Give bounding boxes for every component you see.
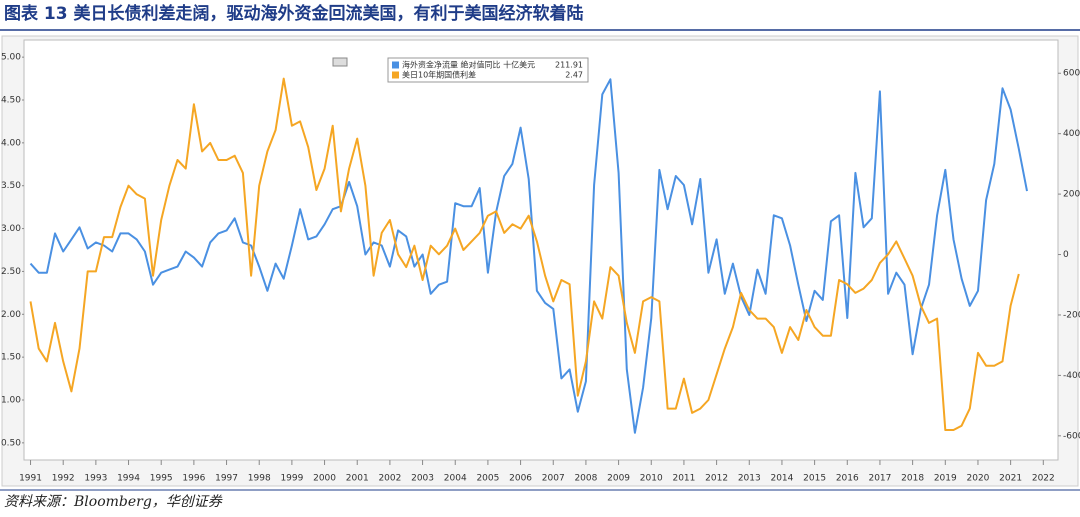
- x-tick-label: 2018: [901, 474, 924, 484]
- x-tick-label: 2005: [476, 474, 499, 484]
- legend-label: 海外资金净流量 絶对值同比 十亿美元: [402, 60, 535, 70]
- y-tick-label: 1.50: [1, 353, 21, 363]
- y-tick-label: 1.00: [1, 396, 21, 406]
- x-tick-label: 2004: [444, 474, 467, 484]
- y-tick-label: 4.50: [1, 96, 21, 106]
- x-tick-label: 1992: [52, 474, 75, 484]
- y2-tick-label: -200: [1063, 310, 1080, 320]
- legend-swatch: [392, 71, 399, 79]
- x-tick-label: 2022: [1032, 474, 1055, 484]
- series-line: [29, 77, 1020, 431]
- x-tick-label: 2009: [607, 474, 630, 484]
- x-tick-label: 2006: [509, 474, 532, 484]
- x-tick-label: 2012: [705, 474, 728, 484]
- legend-swatch: [392, 61, 399, 69]
- x-tick-label: 2020: [967, 474, 990, 484]
- y2-tick-label: 400: [1063, 129, 1080, 139]
- y-tick-label: 2.50: [1, 267, 21, 277]
- x-tick-label: 2017: [868, 474, 891, 484]
- x-tick-label: 2011: [672, 474, 695, 484]
- plot-area: [23, 39, 1059, 461]
- x-tick-label: 2000: [313, 474, 336, 484]
- x-tick-label: 1998: [248, 474, 271, 484]
- y2-tick-label: 200: [1063, 190, 1080, 200]
- y-tick-label: 2.00: [1, 310, 21, 320]
- x-tick-label: 2013: [738, 474, 761, 484]
- y2-tick-label: 600: [1063, 69, 1080, 79]
- x-tick-label: 2019: [934, 474, 957, 484]
- y-tick-label: 0.50: [1, 438, 21, 448]
- x-tick-label: 1999: [280, 474, 303, 484]
- x-tick-label: 2008: [574, 474, 597, 484]
- source: 资料来源：Bloomberg，华创证券: [4, 494, 223, 510]
- x-tick-label: 2015: [803, 474, 826, 484]
- legend-value: 2.47: [565, 71, 583, 80]
- x-tick-label: 1991: [19, 474, 42, 484]
- x-tick-label: 1993: [84, 474, 107, 484]
- x-tick-label: 2001: [346, 474, 369, 484]
- y-tick-label: 3.50: [1, 181, 21, 191]
- x-tick-label: 2010: [640, 474, 663, 484]
- y2-tick-label: -400: [1063, 371, 1080, 381]
- y-tick-label: 3.00: [1, 224, 21, 234]
- x-tick-label: 1997: [215, 474, 238, 484]
- x-tick-label: 2016: [836, 474, 859, 484]
- x-tick-label: 2002: [378, 474, 401, 484]
- x-tick-label: 2003: [411, 474, 434, 484]
- y2-tick-label: -600: [1063, 431, 1080, 441]
- toolbar-icon: [332, 57, 348, 67]
- series-line: [29, 78, 1028, 434]
- x-tick-label: 1995: [150, 474, 173, 484]
- y-tick-label: 4.00: [1, 138, 21, 148]
- y-tick-label: 5.00: [1, 53, 21, 63]
- x-tick-label: 2014: [770, 474, 793, 484]
- legend-label: 美日10年期国债利差: [402, 70, 476, 80]
- x-tick-label: 2021: [999, 474, 1022, 484]
- x-tick-label: 1994: [117, 474, 140, 484]
- legend-value: 211.91: [555, 61, 583, 70]
- legend: [387, 57, 589, 83]
- y2-tick-label: 0: [1063, 250, 1069, 260]
- chart-title: 图表 13 美日长债利差走阔，驱动海外资金回流美国，有利于美国经济软着陆: [4, 3, 584, 24]
- x-tick-label: 2007: [542, 474, 565, 484]
- x-tick-label: 1996: [182, 474, 205, 484]
